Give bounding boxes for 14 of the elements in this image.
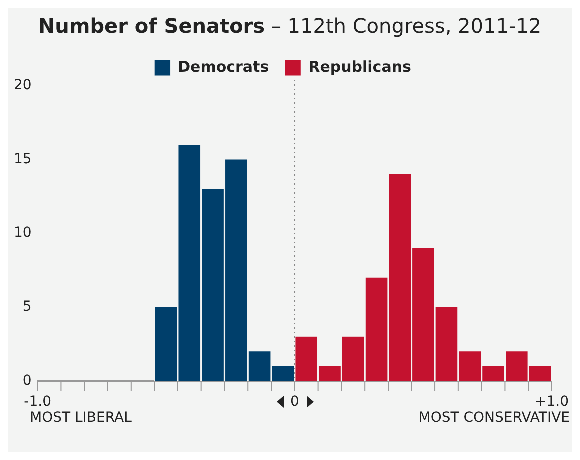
x-tick-label: +1.0 [535,394,569,410]
x-tick-label: 0 [290,394,300,410]
legend-label: Democrats [178,58,270,76]
x-tick-label: -1.0 [24,394,52,410]
text: MOST LIBERAL [30,410,132,426]
y-tick-label: 10 [14,225,32,242]
chart-subtitle: – 112th Congress, 2011-12 [271,14,542,38]
text: MOST CONSERVATIVE [418,410,570,426]
y-tick-label: 15 [14,151,32,168]
legend-label: Republicans [308,58,412,76]
y-tick-label: 20 [14,78,32,94]
y-tick-label: 5 [22,299,32,316]
y-tick-label: 0 [22,372,32,389]
chart-title: Number of Senators [38,14,266,38]
